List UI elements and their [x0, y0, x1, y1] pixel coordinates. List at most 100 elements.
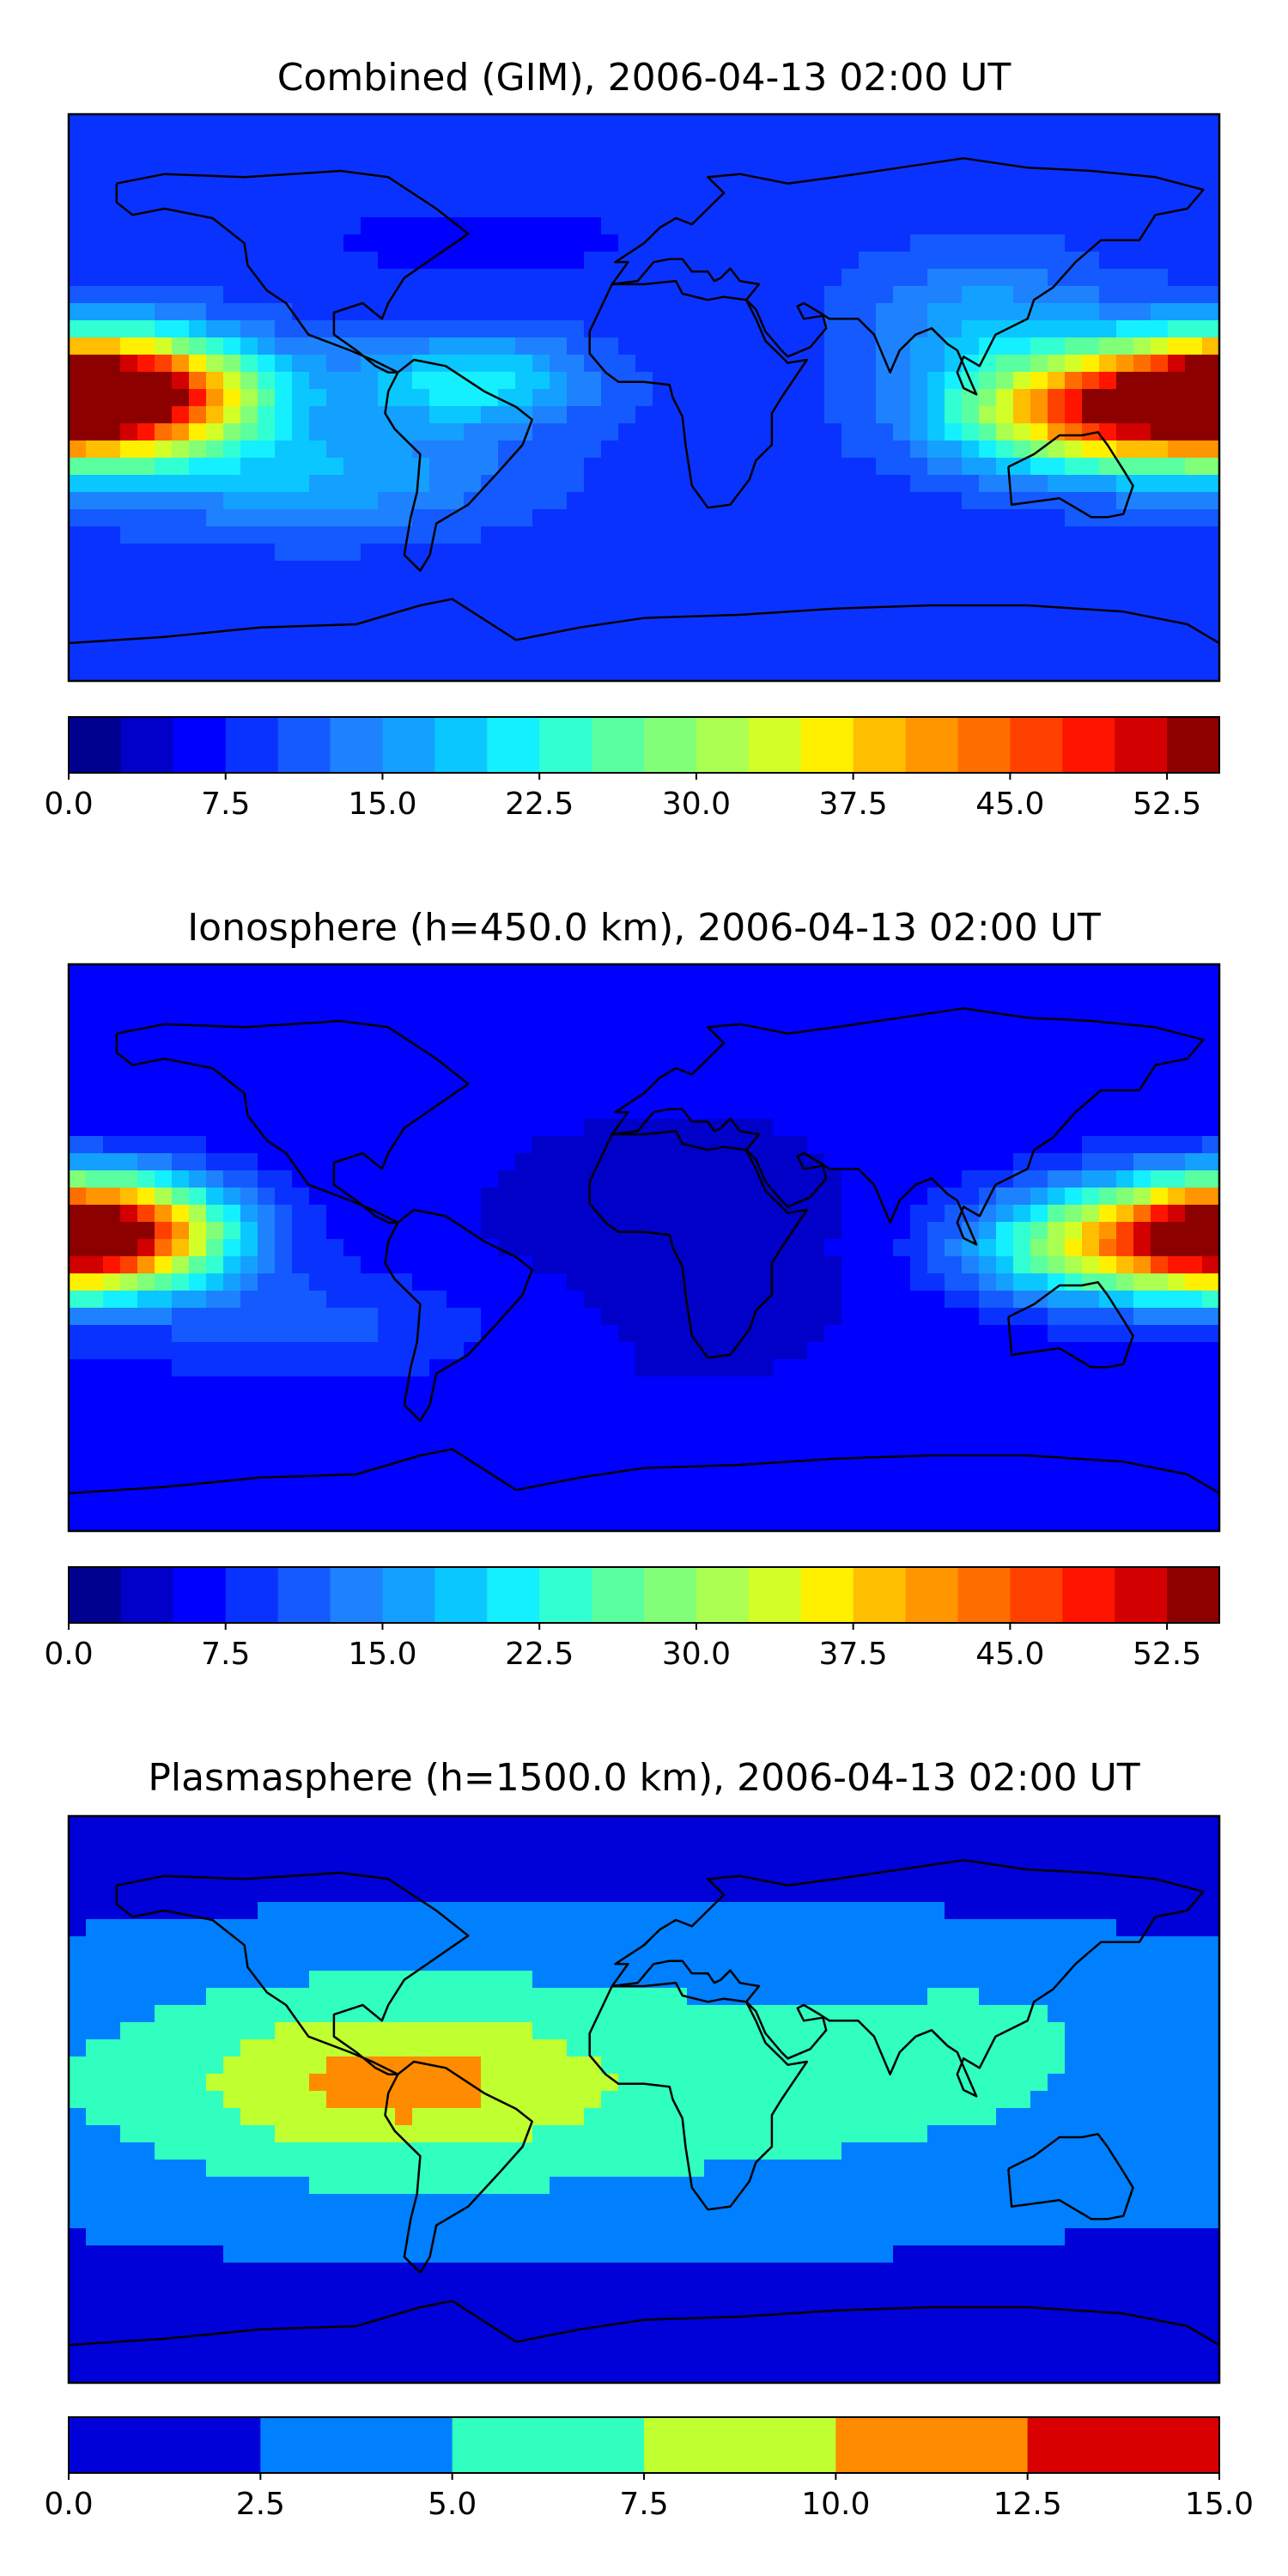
- map-cell: [824, 1273, 842, 1291]
- map-cell: [137, 492, 155, 510]
- map-cell: [361, 1514, 379, 1531]
- map-cell: [1168, 252, 1186, 270]
- map-cell: [1202, 561, 1219, 579]
- map-cell: [447, 1885, 465, 1903]
- map-cell: [841, 1205, 860, 1223]
- map-cell: [807, 1033, 825, 1051]
- map-cell: [447, 200, 465, 218]
- map-cell: [841, 1084, 860, 1103]
- map-cell: [567, 200, 585, 218]
- map-cell: [137, 1205, 155, 1223]
- map-cell: [773, 1445, 791, 1463]
- map-cell: [326, 1084, 344, 1103]
- map-cell: [756, 1291, 774, 1309]
- map-cell: [567, 1445, 585, 1463]
- map-cell: [893, 612, 911, 630]
- map-cell: [1116, 114, 1134, 132]
- map-cell: [515, 1497, 533, 1515]
- map-cell: [309, 492, 327, 510]
- map-cell: [481, 1153, 499, 1171]
- map-cell: [155, 1153, 173, 1171]
- map-cell: [550, 595, 568, 613]
- map-cell: [687, 561, 705, 579]
- map-cell: [103, 561, 121, 579]
- map-cell: [378, 1514, 396, 1531]
- map-cell: [567, 440, 585, 459]
- map-cell: [1151, 1291, 1169, 1309]
- map-cell: [910, 1816, 928, 1834]
- map-cell: [515, 183, 533, 201]
- map-cell: [601, 423, 619, 441]
- map-cell: [704, 578, 722, 596]
- map-cell: [1151, 1102, 1169, 1120]
- map-cell: [618, 1342, 636, 1360]
- map-cell: [69, 286, 87, 304]
- map-cell: [773, 1885, 791, 1903]
- map-cell: [1048, 999, 1066, 1017]
- map-cell: [206, 1325, 224, 1343]
- map-cell: [618, 1445, 636, 1463]
- map-cell: [738, 981, 756, 999]
- map-cell: [86, 1919, 104, 1937]
- map-cell: [635, 509, 653, 527]
- map-cell: [1116, 1394, 1134, 1412]
- map-cell: [1048, 647, 1066, 665]
- map-cell: [945, 1868, 963, 1886]
- map-cell: [309, 1919, 327, 1937]
- map-cell: [429, 1445, 447, 1463]
- map-cell: [910, 1016, 928, 1034]
- map-cell: [206, 1816, 224, 1834]
- map-cell: [1065, 355, 1083, 373]
- map-cell: [275, 1273, 293, 1291]
- map-cell: [1048, 1462, 1066, 1480]
- map-cell: [756, 595, 774, 613]
- map-cell: [910, 1868, 928, 1886]
- map-cell: [721, 578, 739, 596]
- map-cell: [326, 355, 344, 373]
- map-cell: [618, 1170, 636, 1188]
- map-cell: [103, 1919, 121, 1937]
- map-cell: [962, 1342, 980, 1360]
- map-cell: [309, 475, 327, 493]
- map-cell: [1151, 269, 1169, 287]
- map-cell: [704, 389, 722, 407]
- map-cell: [464, 131, 482, 149]
- map-cell: [1168, 1084, 1186, 1103]
- map-cell: [464, 337, 482, 355]
- map-cell: [395, 1514, 413, 1531]
- map-cell: [429, 1153, 447, 1171]
- map-cell: [103, 1394, 121, 1412]
- map-cell: [584, 629, 602, 647]
- map-cell: [189, 1445, 207, 1463]
- map-cell: [429, 1136, 447, 1154]
- map-cell: [515, 509, 533, 527]
- map-cell: [258, 1084, 276, 1103]
- map-cell: [275, 999, 293, 1017]
- map-cell: [532, 234, 550, 252]
- map-cell: [1202, 1084, 1219, 1103]
- map-cell: [429, 217, 447, 235]
- map-cell: [103, 337, 121, 355]
- map-cell: [447, 1462, 465, 1480]
- map-cell: [790, 1850, 808, 1868]
- map-cell: [841, 1273, 860, 1291]
- map-cell: [258, 1136, 276, 1154]
- map-cell: [979, 475, 997, 493]
- coastline: [384, 358, 533, 572]
- map-cell: [378, 1919, 396, 1937]
- map-cell: [859, 1445, 877, 1463]
- map-cell: [601, 355, 619, 373]
- map-cell: [412, 320, 430, 338]
- map-cell: [996, 234, 1014, 252]
- map-cell: [1116, 629, 1134, 647]
- map-cell: [635, 1308, 653, 1326]
- map-cell: [275, 981, 293, 999]
- map-cell: [240, 1325, 258, 1343]
- map-cell: [1048, 1885, 1066, 1903]
- map-cell: [841, 252, 860, 270]
- colorbar-segment: [644, 1567, 697, 1623]
- map-cell: [1048, 1394, 1066, 1412]
- map-cell: [326, 475, 344, 493]
- map-cell: [258, 1850, 276, 1868]
- map-cell: [824, 1222, 842, 1240]
